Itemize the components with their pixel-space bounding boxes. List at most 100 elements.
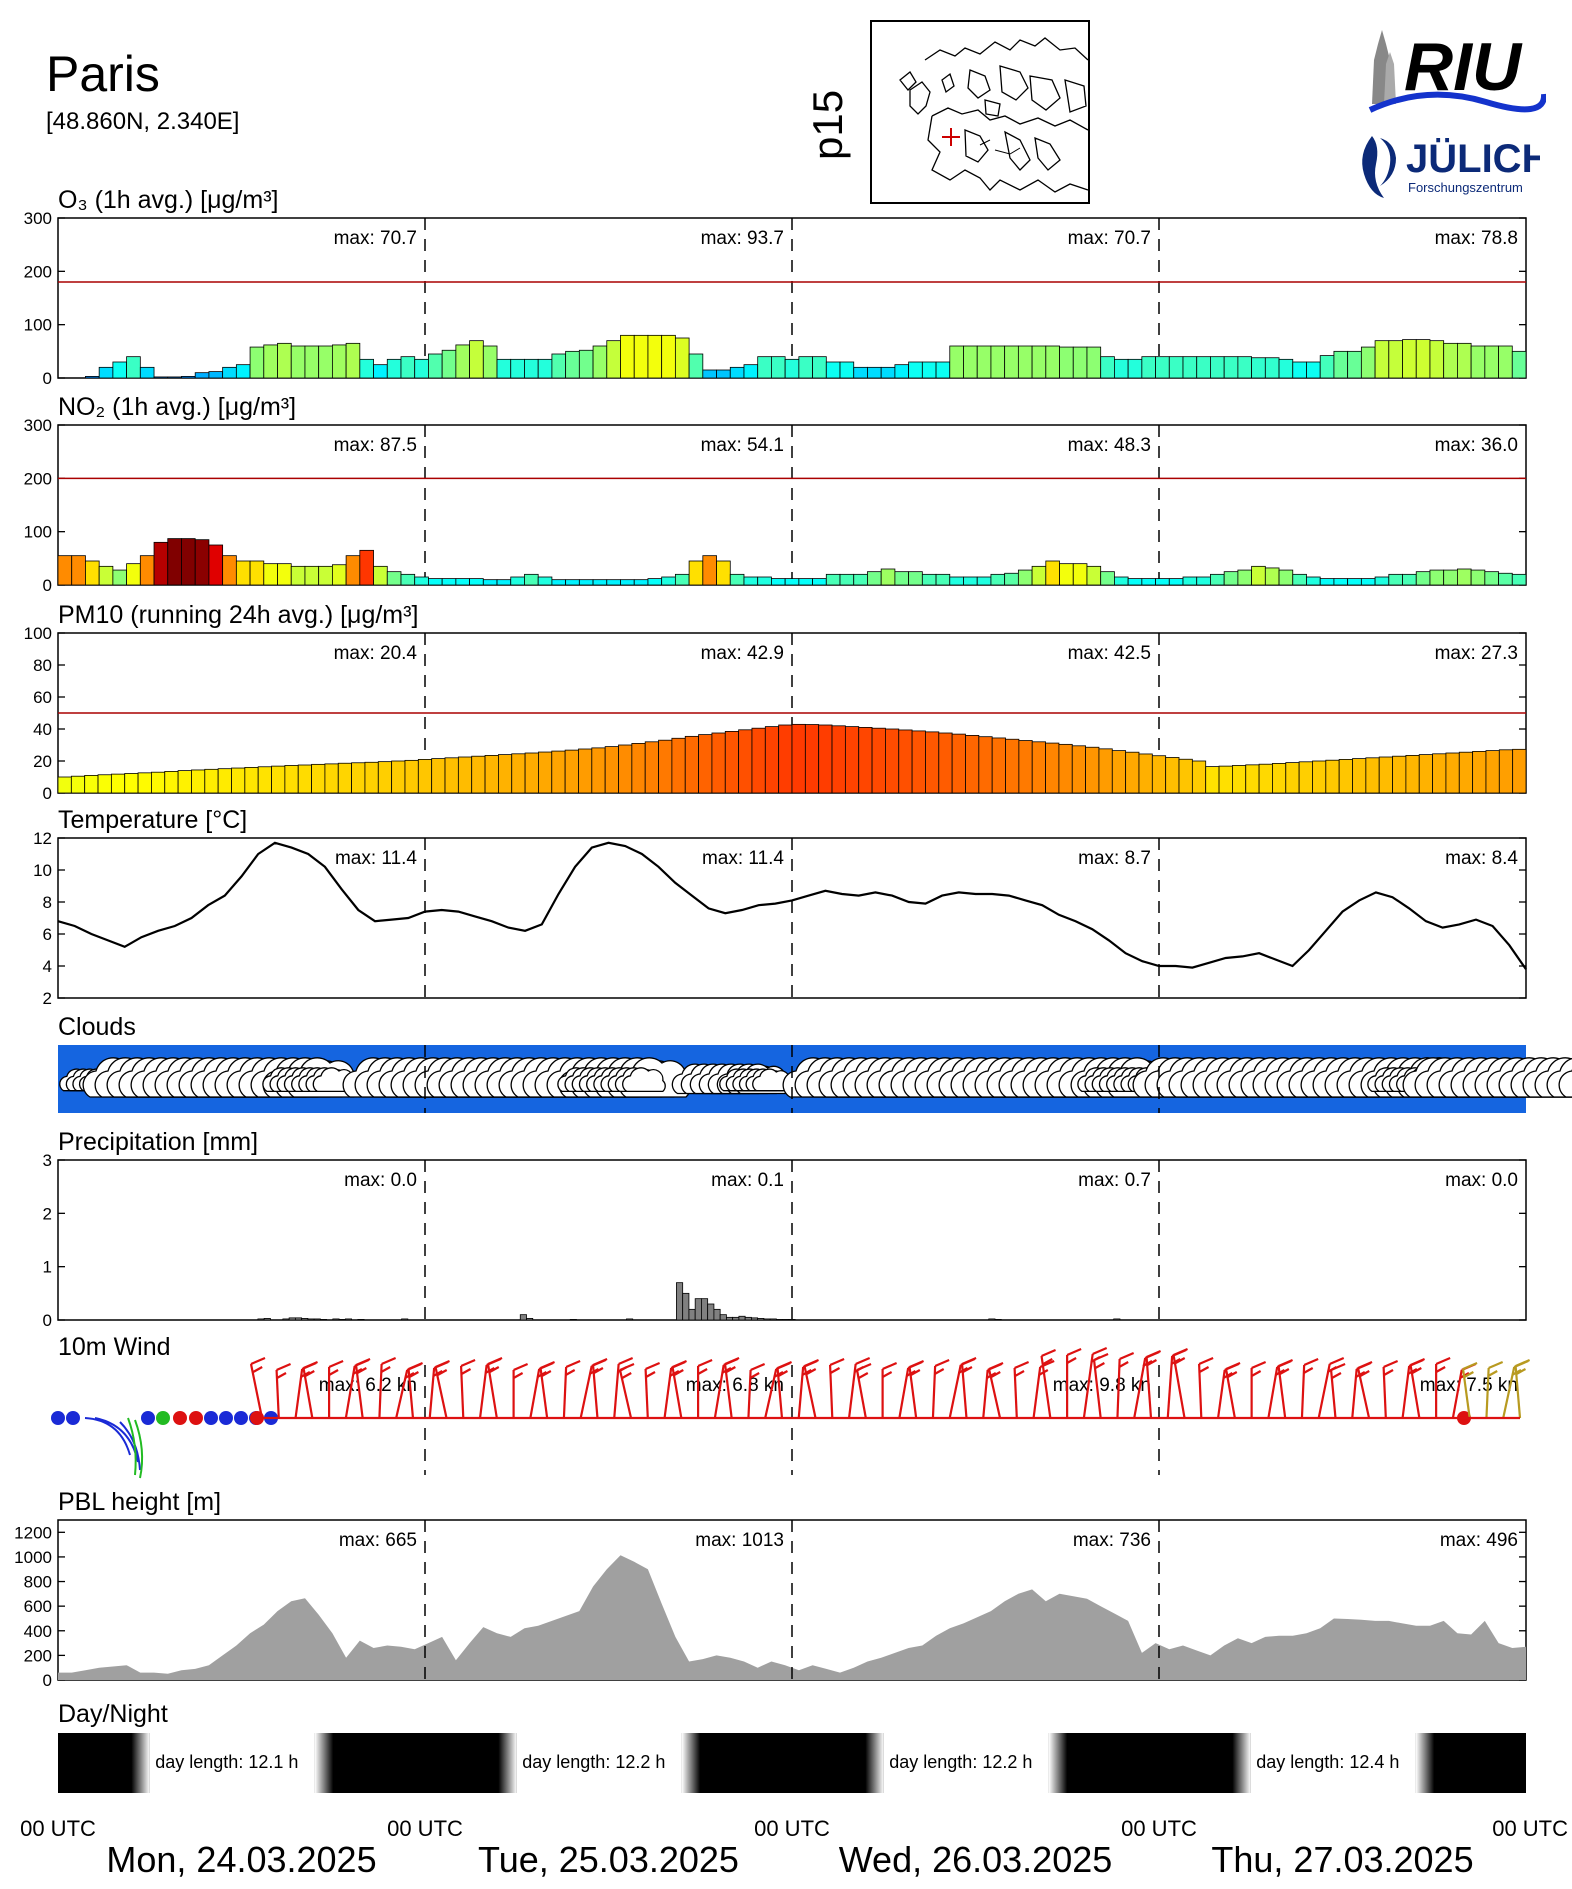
wind-barb <box>428 1367 436 1419</box>
bar <box>1347 350 1362 379</box>
wind-barb-feather <box>1278 1358 1294 1368</box>
bar <box>825 573 841 586</box>
bar <box>1168 356 1184 379</box>
bar <box>191 769 206 794</box>
bar <box>1151 755 1167 794</box>
bar <box>951 733 966 794</box>
wind-barb-feather <box>1330 1362 1346 1372</box>
bar <box>126 356 141 379</box>
calm-dot <box>66 1411 80 1425</box>
bar <box>441 578 457 586</box>
wind-barb <box>302 1367 314 1419</box>
wind-barb-feather <box>513 1362 529 1372</box>
bar <box>71 555 86 586</box>
panel-title: Day/Night <box>58 1700 168 1728</box>
wind-barb <box>1224 1368 1236 1419</box>
wind-barb-feather <box>725 1366 736 1373</box>
bar <box>551 750 566 794</box>
bar <box>921 573 937 586</box>
y-tick-label: 800 <box>24 1573 52 1592</box>
light-wind-trace <box>127 1417 144 1479</box>
bar <box>564 749 579 794</box>
bar <box>263 563 278 586</box>
bar <box>1223 571 1239 586</box>
panel-day-night: Day/Night day length: 12.1 h day length: 1… <box>58 1700 1526 1793</box>
wind-barb <box>1198 1363 1203 1419</box>
y-tick-label: 300 <box>24 209 52 228</box>
day-band <box>1250 1733 1416 1793</box>
wind-barb <box>723 1363 733 1419</box>
wind-barb <box>1300 1364 1306 1419</box>
calm-dot <box>173 1411 187 1425</box>
bar <box>1072 563 1088 586</box>
calm-dot <box>156 1411 170 1425</box>
bar <box>469 578 484 586</box>
panel-title: PM10 (running 24h avg.) [μg/m³] <box>58 601 418 629</box>
bar <box>935 361 951 379</box>
max-label: max: 9.8 kn <box>1053 1375 1151 1396</box>
bar <box>1511 573 1527 586</box>
wind-barb-feather <box>1383 1359 1399 1369</box>
bar <box>1127 358 1143 379</box>
bar <box>658 739 673 794</box>
panel-temperature: Temperature [°C] 2 4 6 8 10 12 max: 11.4 max: 11… <box>33 806 1527 1008</box>
wind-barb <box>908 1366 918 1419</box>
bar <box>1278 358 1294 379</box>
wind-barb-feather <box>829 1357 845 1367</box>
dawn-gradient <box>1232 1733 1251 1793</box>
bar <box>164 771 179 794</box>
bar <box>1484 345 1499 379</box>
wind-barb <box>1317 1363 1331 1419</box>
dawn-gradient <box>131 1733 150 1793</box>
bar <box>763 1318 771 1321</box>
bar <box>524 358 539 379</box>
wind-barb-feather <box>1410 1357 1425 1367</box>
wind-barb <box>1092 1359 1102 1419</box>
bar <box>963 345 978 379</box>
wind-barb <box>855 1369 867 1419</box>
bar <box>1347 578 1362 586</box>
bar <box>524 573 539 586</box>
bar <box>782 1319 790 1321</box>
bar <box>400 573 416 586</box>
bar <box>1182 356 1198 379</box>
bar <box>194 539 210 586</box>
bar <box>812 356 827 379</box>
bar <box>1245 764 1260 794</box>
bar <box>496 579 512 586</box>
bar <box>1196 576 1211 586</box>
bar <box>858 727 873 794</box>
bar <box>1165 757 1180 794</box>
y-tick-label: 60 <box>33 688 52 707</box>
bar <box>788 1319 796 1321</box>
wind-barb-feather <box>1303 1357 1319 1367</box>
wind-barb-feather <box>487 1356 503 1366</box>
panel-clouds: Clouds <box>58 1013 1572 1113</box>
wind-barb-feather <box>1488 1360 1504 1370</box>
wind-barb <box>803 1365 817 1419</box>
bar <box>839 361 855 379</box>
wind-barb-feather <box>355 1357 371 1367</box>
bar <box>297 764 312 794</box>
bar <box>510 576 525 586</box>
wind-barb-feather <box>1357 1360 1373 1370</box>
bar <box>1182 576 1198 586</box>
bar <box>1306 361 1321 379</box>
bar <box>386 358 402 379</box>
wind-barb-feather <box>1303 1367 1314 1374</box>
utc-label: 00 UTC <box>754 1816 830 1841</box>
wind-barb-feather <box>672 1359 687 1369</box>
max-label: max: 42.9 <box>701 643 784 664</box>
wind-barb-feather <box>777 1370 788 1377</box>
bar <box>729 573 745 586</box>
bar <box>110 773 126 794</box>
wind-barb-feather <box>1014 1360 1030 1370</box>
bar <box>976 576 992 586</box>
bar <box>1498 749 1514 794</box>
wind-barb-feather <box>1227 1371 1238 1378</box>
wind-barb <box>1329 1369 1337 1419</box>
wind-barb <box>713 1364 725 1419</box>
bar <box>825 361 841 379</box>
bar <box>137 772 152 794</box>
wind-barb <box>847 1363 857 1419</box>
